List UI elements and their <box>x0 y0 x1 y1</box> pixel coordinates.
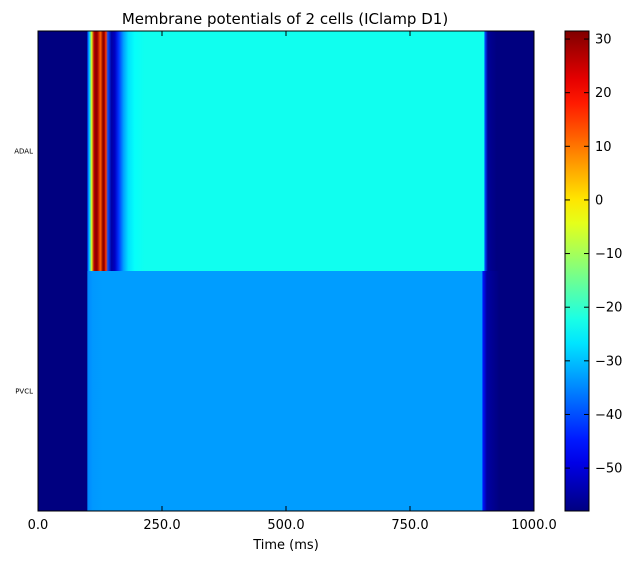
heatmap-area <box>38 31 534 511</box>
x-axis: 0.0 250.0 500.0 750.0 1000.0 <box>28 31 557 533</box>
colorbar-gradient <box>565 31 589 511</box>
colorbar-tick-label: −40 <box>595 408 622 423</box>
row-label-adal: ADAL <box>14 148 33 156</box>
heatmap-row-adal <box>38 31 534 271</box>
heatmap-row-pvcl <box>38 271 534 511</box>
colorbar-tick-label: −20 <box>595 301 622 316</box>
chart-title: Membrane potentials of 2 cells (IClamp D… <box>122 10 448 28</box>
colorbar-tick-label: 0 <box>595 193 603 208</box>
colorbar-tick-label: −50 <box>595 462 622 477</box>
x-tick-label: 0.0 <box>28 518 49 533</box>
x-tick-label: 1000.0 <box>511 518 557 533</box>
colorbar-tick-label: 10 <box>595 140 612 155</box>
colorbar: −50 −40 −30 −20 −10 0 10 20 30 <box>564 30 622 512</box>
x-tick-label: 750.0 <box>391 518 428 533</box>
row-labels: ADAL PVCL <box>14 148 33 396</box>
x-tick-label: 500.0 <box>267 518 304 533</box>
row-label-pvcl: PVCL <box>15 388 33 396</box>
x-axis-label: Time (ms) <box>252 538 319 553</box>
colorbar-tick-label: −30 <box>595 354 622 369</box>
x-tick-label: 250.0 <box>143 518 180 533</box>
colorbar-frame <box>564 30 590 512</box>
colorbar-tick-label: 30 <box>595 33 612 48</box>
colorbar-tick-label: −10 <box>595 247 622 262</box>
colorbar-tick-label: 20 <box>595 86 612 101</box>
